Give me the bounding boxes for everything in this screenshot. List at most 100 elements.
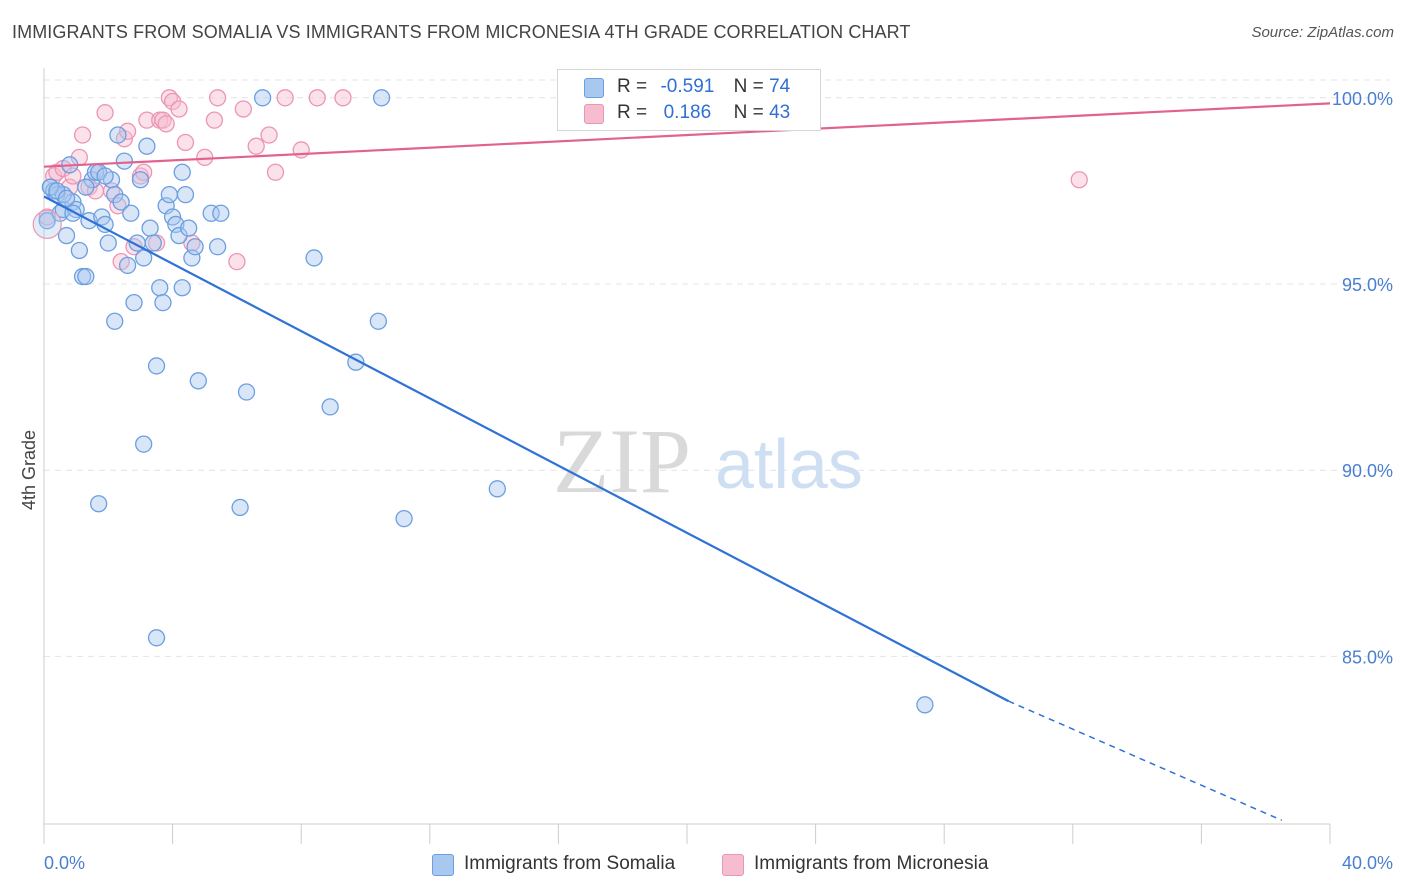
somalia-point (372, 89, 391, 107)
x-tick-label: 0.0% (44, 853, 85, 873)
legend-r-value-micronesia: 0.186 (663, 102, 712, 123)
somalia-point (154, 293, 172, 312)
y-tick-label: 90.0% (1342, 461, 1393, 481)
source-credit: Source: ZipAtlas.com (1251, 24, 1394, 41)
somalia-point (167, 215, 185, 234)
series-legend: Immigrants from Somalia Immigrants from … (0, 852, 1406, 878)
legend-label-micronesia: Immigrants from Micronesia (754, 853, 989, 874)
somalia-point (141, 219, 159, 237)
somalia-point (186, 238, 204, 256)
legend-swatch-micronesia (722, 854, 744, 876)
somalia-point (305, 249, 323, 267)
somalia-point (144, 234, 162, 252)
micronesia-point (276, 89, 294, 107)
micronesia-point (1070, 171, 1088, 189)
micronesia-point (38, 208, 56, 226)
somalia-point (253, 89, 272, 107)
somalia-point (77, 267, 95, 286)
somalia-point (395, 509, 413, 528)
somalia-point (57, 226, 76, 245)
somalia-point (109, 126, 127, 144)
micronesia-point (73, 126, 92, 144)
legend-r-label: R = (617, 76, 648, 97)
micronesia-point (334, 89, 352, 107)
micronesia-point (228, 253, 246, 271)
chart-title: IMMIGRANTS FROM SOMALIA VS IMMIGRANTS FR… (12, 22, 911, 42)
legend-swatch-somalia (584, 78, 604, 98)
somalia-point (135, 435, 153, 453)
somalia-point (369, 312, 388, 330)
x-tick-label: 40.0% (1342, 853, 1393, 873)
somalia-point (180, 219, 198, 237)
somalia-point (99, 234, 117, 252)
somalia-point (138, 137, 156, 155)
somalia-point (125, 293, 143, 312)
somalia-point (57, 189, 76, 207)
micronesia-point (196, 148, 214, 167)
y-tick-label: 85.0% (1342, 647, 1393, 667)
micronesia-point (64, 167, 82, 185)
tick-labels: 100.0% 95.0% 90.0% 85.0% 0.0% 40.0% (44, 89, 1393, 873)
y-tick-label: 100.0% (1332, 89, 1393, 109)
somalia-point (176, 185, 195, 204)
axes (43, 68, 1331, 844)
micronesia-trend-line (43, 102, 1331, 168)
somalia-point (212, 204, 230, 222)
somalia-point (231, 498, 249, 517)
somalia-point (208, 238, 227, 256)
micronesia-point (205, 111, 224, 129)
micronesia-point (292, 141, 310, 159)
somalia-point (160, 185, 179, 204)
somalia-point (77, 178, 95, 196)
somalia-point (106, 312, 124, 330)
legend-n-label: N = (733, 102, 764, 123)
legend-swatch-somalia (432, 854, 454, 876)
gridlines (44, 79, 1390, 657)
somalia-point (112, 193, 130, 211)
somalia-point (202, 204, 220, 222)
y-axis-label: 4th Grade (19, 430, 39, 510)
legend-swatch-micronesia (584, 104, 604, 124)
micronesia-point (260, 126, 278, 144)
micronesia-point (176, 133, 195, 152)
trend-lines (43, 102, 1331, 821)
somalia-point (183, 249, 201, 267)
somalia-point (488, 480, 506, 498)
legend-label-somalia: Immigrants from Somalia (464, 853, 676, 874)
somalia-point (118, 256, 137, 275)
somalia-point (96, 167, 114, 185)
somalia-point (173, 163, 191, 181)
legend-n-value-somalia: 74 (769, 76, 791, 97)
legend-n-value-micronesia: 43 (769, 102, 791, 123)
legend-n-label: N = (733, 76, 764, 97)
somalia-point (122, 204, 140, 222)
micronesia-point (96, 104, 114, 122)
micronesia-point (234, 100, 252, 118)
series-somalia-points (32, 89, 934, 714)
somalia-point (173, 279, 191, 297)
micronesia-point (308, 89, 326, 107)
somalia-point (70, 241, 89, 260)
somalia-trend-line (43, 195, 1010, 703)
somalia-point (151, 279, 169, 297)
micronesia-point (247, 137, 265, 155)
somalia-point (916, 696, 934, 714)
legend-r-value-somalia: -0.591 (660, 76, 715, 97)
micronesia-point (170, 100, 188, 118)
micronesia-point (118, 122, 137, 140)
somalia-point (321, 398, 339, 416)
somalia-point (90, 495, 108, 513)
somalia-point (147, 629, 166, 647)
watermark-atlas: atlas (715, 425, 863, 503)
somalia-point (189, 372, 207, 390)
watermark-zip: ZIP (553, 410, 691, 512)
legend-r-label: R = (617, 102, 648, 123)
somalia-point (135, 249, 153, 267)
cluster-point (32, 209, 62, 240)
micronesia-point (208, 89, 227, 107)
micronesia-point (157, 115, 175, 133)
somalia-point (115, 152, 134, 170)
somalia-trend-extension (1008, 700, 1283, 821)
somalia-point (147, 357, 166, 375)
